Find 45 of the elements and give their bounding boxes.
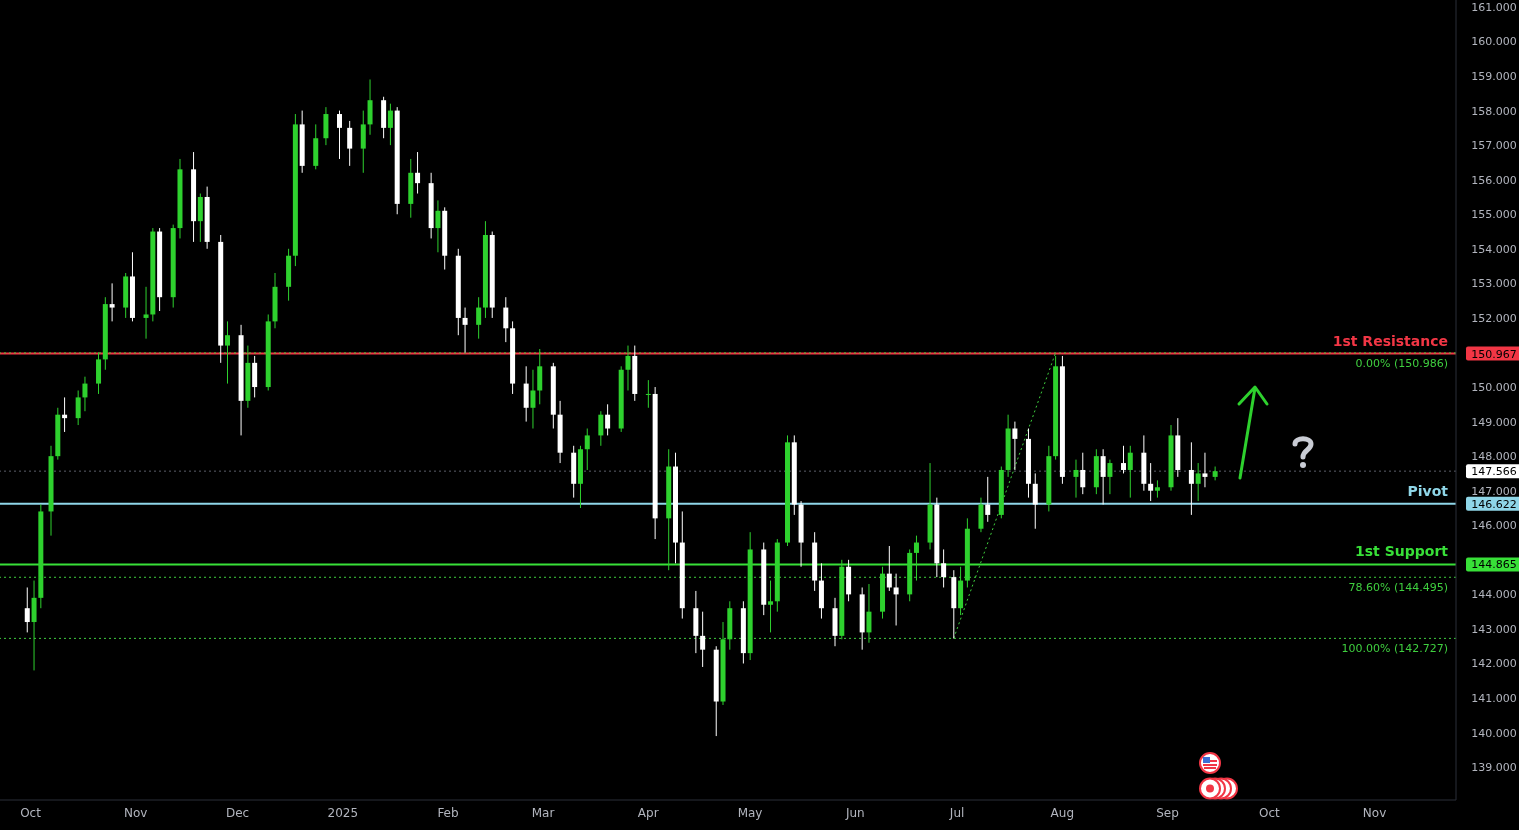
x-tick-label: Nov	[1362, 805, 1387, 820]
y-tick-label: 160.000	[1471, 35, 1517, 49]
y-tick-label: 158.000	[1471, 104, 1517, 118]
y-tick-label: 155.000	[1471, 208, 1517, 222]
ref-line-label: 0.00% (150.986)	[1355, 356, 1448, 370]
x-tick-label: Aug	[1050, 805, 1075, 820]
x-tick-label: Jun	[844, 805, 865, 820]
y-tick-label: 139.000	[1471, 761, 1517, 775]
y-tick-label: 150.000	[1471, 381, 1517, 395]
y-tick-label: 144.865	[1471, 558, 1517, 572]
y-tick-label: 142.000	[1471, 657, 1517, 671]
y-tick-label: 157.000	[1471, 139, 1517, 153]
x-tick-label: Oct	[1258, 805, 1280, 820]
ref-line-label: 1st Support	[1355, 543, 1449, 560]
y-tick-label: 144.000	[1471, 588, 1517, 602]
y-tick-label: 159.000	[1471, 70, 1517, 84]
x-tick-label: Nov	[124, 805, 148, 820]
y-tick-label: 150.967	[1471, 347, 1517, 361]
x-tick-label: Mar	[531, 805, 555, 820]
x-tick-label: Jul	[948, 805, 965, 820]
x-tick-label: Oct	[20, 805, 42, 820]
y-tick-label: 146.622	[1471, 497, 1517, 511]
x-tick-label: Apr	[637, 805, 659, 820]
y-tick-label: 143.000	[1471, 622, 1517, 636]
x-tick-label: May	[737, 805, 763, 820]
ref-line-label: Pivot	[1407, 482, 1449, 499]
x-tick-label: Feb	[437, 805, 459, 820]
y-tick-label: 141.000	[1471, 692, 1517, 706]
x-tick-label: Sep	[1156, 805, 1179, 820]
y-tick-label: 146.000	[1471, 519, 1517, 533]
y-tick-label: 147.566	[1471, 465, 1517, 479]
y-tick-label: 152.000	[1471, 311, 1517, 325]
y-tick-label: 161.000	[1471, 0, 1517, 14]
y-tick-label: 148.000	[1471, 450, 1517, 464]
y-tick-label: 153.000	[1471, 277, 1517, 291]
y-tick-label: 147.000	[1471, 484, 1517, 498]
y-tick-label: 140.000	[1471, 726, 1517, 740]
x-tick-label: Dec	[225, 805, 250, 820]
y-tick-label: 156.000	[1471, 173, 1517, 187]
y-tick-label: 149.000	[1471, 415, 1517, 429]
ref-line-label: 78.60% (144.495)	[1348, 581, 1448, 595]
ref-line-label: 100.00% (142.727)	[1341, 642, 1448, 656]
ref-line-label: 1st Resistance	[1332, 332, 1448, 349]
y-tick-label: 154.000	[1471, 242, 1517, 256]
x-tick-label: 2025	[327, 805, 359, 820]
